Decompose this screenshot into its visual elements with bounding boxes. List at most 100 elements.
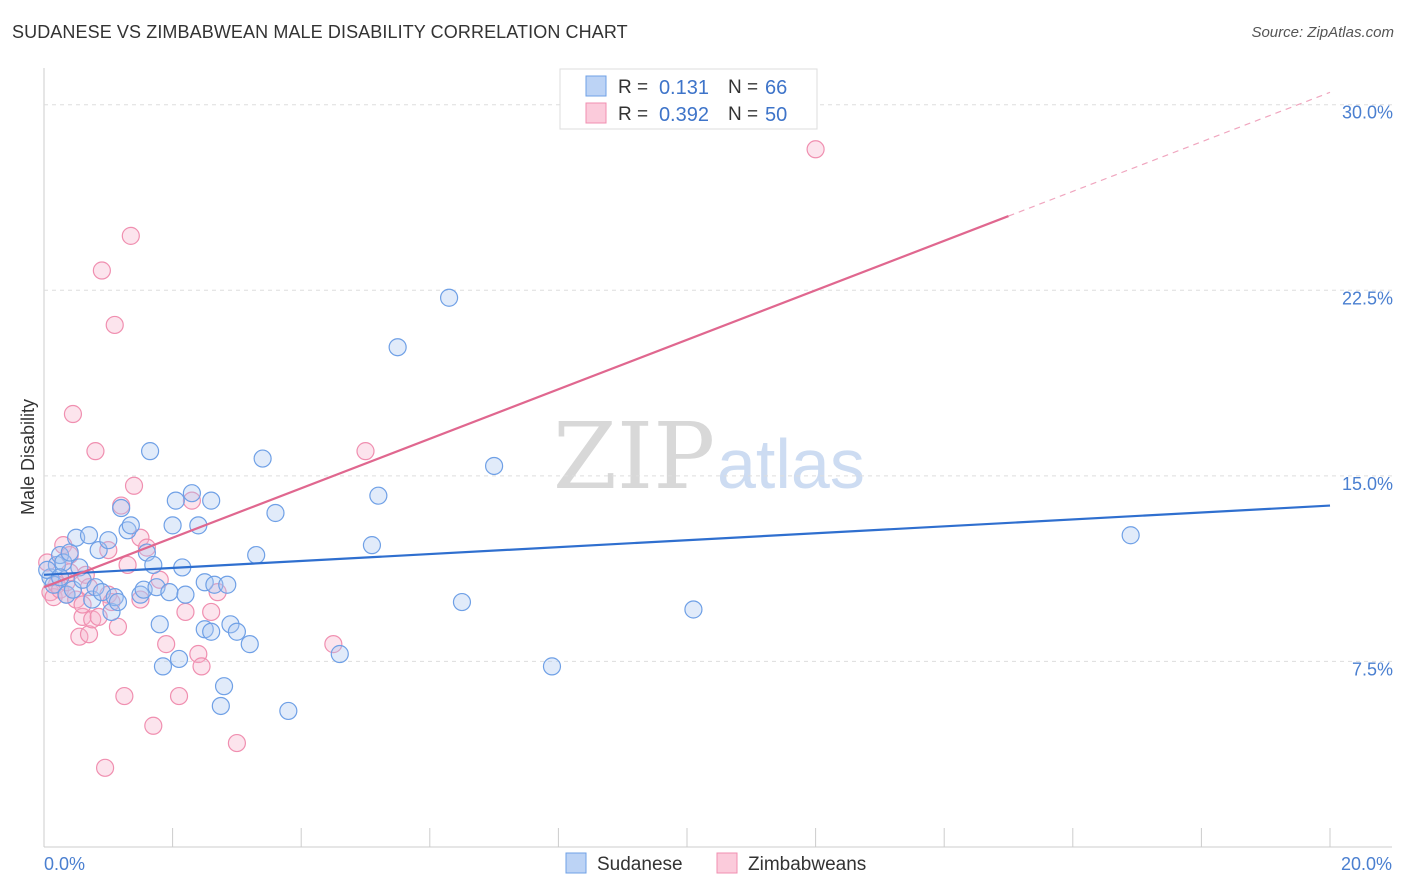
sudanese-point <box>253 449 272 468</box>
legend-n-label-1: N = <box>728 77 758 98</box>
zimbabweans-point <box>115 686 134 706</box>
sudanese-point <box>140 442 160 461</box>
sudanese-point <box>227 622 246 641</box>
sudanese-point <box>330 644 349 664</box>
zimbabweans-point <box>157 635 176 654</box>
y-tick-label: 15.0% <box>1342 474 1393 494</box>
sudanese-point <box>542 657 562 676</box>
y-tick-labels: 7.5% 15.0% 22.5% 30.0% <box>1342 103 1393 680</box>
zimbabweans-point <box>202 602 221 622</box>
sudanese-point <box>105 588 124 607</box>
sudanese-point <box>1121 526 1140 545</box>
sudanese-trendline <box>43 504 1331 576</box>
sudanese-point <box>121 516 140 535</box>
sudanese-point <box>169 649 189 669</box>
series-legend: Sudanese Zimbabweans <box>565 852 866 875</box>
sudanese-point <box>205 575 224 594</box>
zimbabweans-point <box>227 733 246 753</box>
zimbabweans-point <box>92 261 111 280</box>
zimbabweans-point <box>192 657 211 676</box>
zimbabweans-point <box>124 476 144 495</box>
sudanese-point <box>153 657 173 676</box>
zimbabweans-point <box>63 404 83 424</box>
sudanese-point <box>247 545 266 565</box>
watermark-atlas: atlas <box>717 425 865 503</box>
zimbabweans-point <box>144 716 163 735</box>
zimbabweans-trendline-extension <box>1008 91 1331 217</box>
zimbabweans-point <box>86 442 105 461</box>
zimbabweans-point <box>73 595 92 614</box>
sudanese-point <box>160 583 179 602</box>
chart-title: SUDANESE VS ZIMBABWEAN MALE DISABILITY C… <box>12 22 628 42</box>
legend-n-value-1: 66 <box>765 77 787 99</box>
sudanese-point <box>202 491 221 510</box>
zimbabweans-point <box>99 540 118 560</box>
sudanese-point <box>240 635 259 654</box>
trendlines <box>43 91 1331 589</box>
sudanese-point <box>266 503 285 523</box>
zimbabweans-point <box>121 226 140 245</box>
zimbabweans-point <box>169 686 189 706</box>
sudanese-point <box>112 498 131 518</box>
sudanese-point <box>102 602 121 622</box>
x-tick-marks <box>172 828 1331 847</box>
zimbabweans-point <box>324 635 343 654</box>
x-tick-label-min: 0.0% <box>44 854 85 874</box>
y-axis-label: Male Disability <box>18 399 38 515</box>
sudanese-point <box>485 456 504 476</box>
x-tick-label-max: 20.0% <box>1341 854 1392 874</box>
legend-swatch-sudanese <box>585 75 607 97</box>
legend-n-value-2: 50 <box>765 104 787 126</box>
zimbabweans-point <box>102 592 121 612</box>
zimbabweans-point <box>131 590 150 609</box>
sudanese-point <box>176 585 195 604</box>
legend-n-label-2: N = <box>728 104 758 125</box>
legend-swatch-zimbabweans <box>585 102 607 124</box>
sudanese-point <box>439 288 459 307</box>
sudanese-point <box>452 592 472 612</box>
sudanese-point <box>369 486 388 505</box>
y-tick-label: 22.5% <box>1342 288 1393 308</box>
source-note: Source: ZipAtlas.com <box>1251 24 1394 41</box>
sudanese-point <box>221 615 240 634</box>
sudanese-point <box>144 555 163 575</box>
sudanese-point <box>202 622 221 641</box>
gridlines <box>44 104 1392 662</box>
sudanese-point <box>166 491 185 510</box>
sudanese-point <box>108 592 128 612</box>
series-legend-swatch-sudanese <box>565 852 587 874</box>
sudanese-point <box>79 526 99 545</box>
sudanese-point <box>211 696 230 716</box>
series-legend-swatch-zimbabweans <box>716 852 738 874</box>
sudanese-point <box>218 575 237 594</box>
zimbabweans-trendline <box>43 215 1009 589</box>
legend-r-value-2: 0.392 <box>659 104 709 126</box>
legend-r-label-1: R = <box>618 77 648 98</box>
watermark-zip: ZIP <box>553 403 715 510</box>
zimbabweans-point <box>182 491 201 510</box>
sudanese-point <box>182 484 201 503</box>
y-tick-label: 30.0% <box>1342 103 1393 123</box>
series-legend-label-sudanese: Sudanese <box>597 854 683 875</box>
y-tick-label: 7.5% <box>1352 659 1393 679</box>
sudanese-point <box>362 536 382 555</box>
zimbabweans-point <box>79 625 99 644</box>
legend-r-label-2: R = <box>618 104 648 125</box>
series-legend-label-zimbabweans: Zimbabweans <box>748 854 866 875</box>
sudanese-point <box>279 701 298 721</box>
zimbabweans-point <box>356 442 375 461</box>
sudanese-point <box>163 516 182 535</box>
sudanese-point <box>118 521 137 540</box>
sudanese-point <box>214 677 234 696</box>
sudanese-point <box>99 531 118 550</box>
zimbabweans-point <box>806 140 825 159</box>
zimbabweans-point <box>176 602 195 622</box>
legend-r-value-1: 0.131 <box>659 77 709 99</box>
sudanese-point <box>388 338 407 357</box>
sudanese-point <box>63 580 83 599</box>
stats-legend: R = 0.131 N = 66 R = 0.392 N = 50 <box>559 68 818 130</box>
zimbabweans-point <box>95 758 115 777</box>
sudanese-point <box>684 600 703 619</box>
sudanese-point <box>131 585 150 604</box>
